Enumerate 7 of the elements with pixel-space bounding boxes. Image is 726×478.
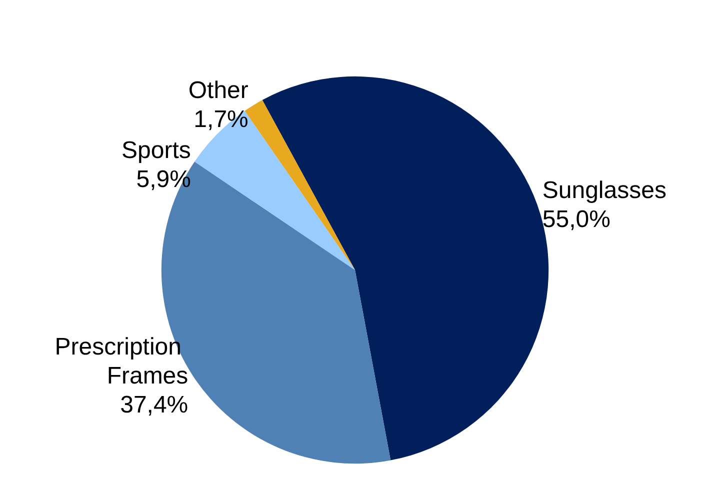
slice-label: Prescription Frames [54,334,188,390]
slice-label: Sports [122,137,191,164]
data-label: 37,4% [120,392,188,419]
data-label: 55,0% [542,206,610,234]
slice-label: Sunglasses [542,177,666,204]
slice-label: Other [188,77,248,104]
data-label: 1,7% [194,106,248,134]
